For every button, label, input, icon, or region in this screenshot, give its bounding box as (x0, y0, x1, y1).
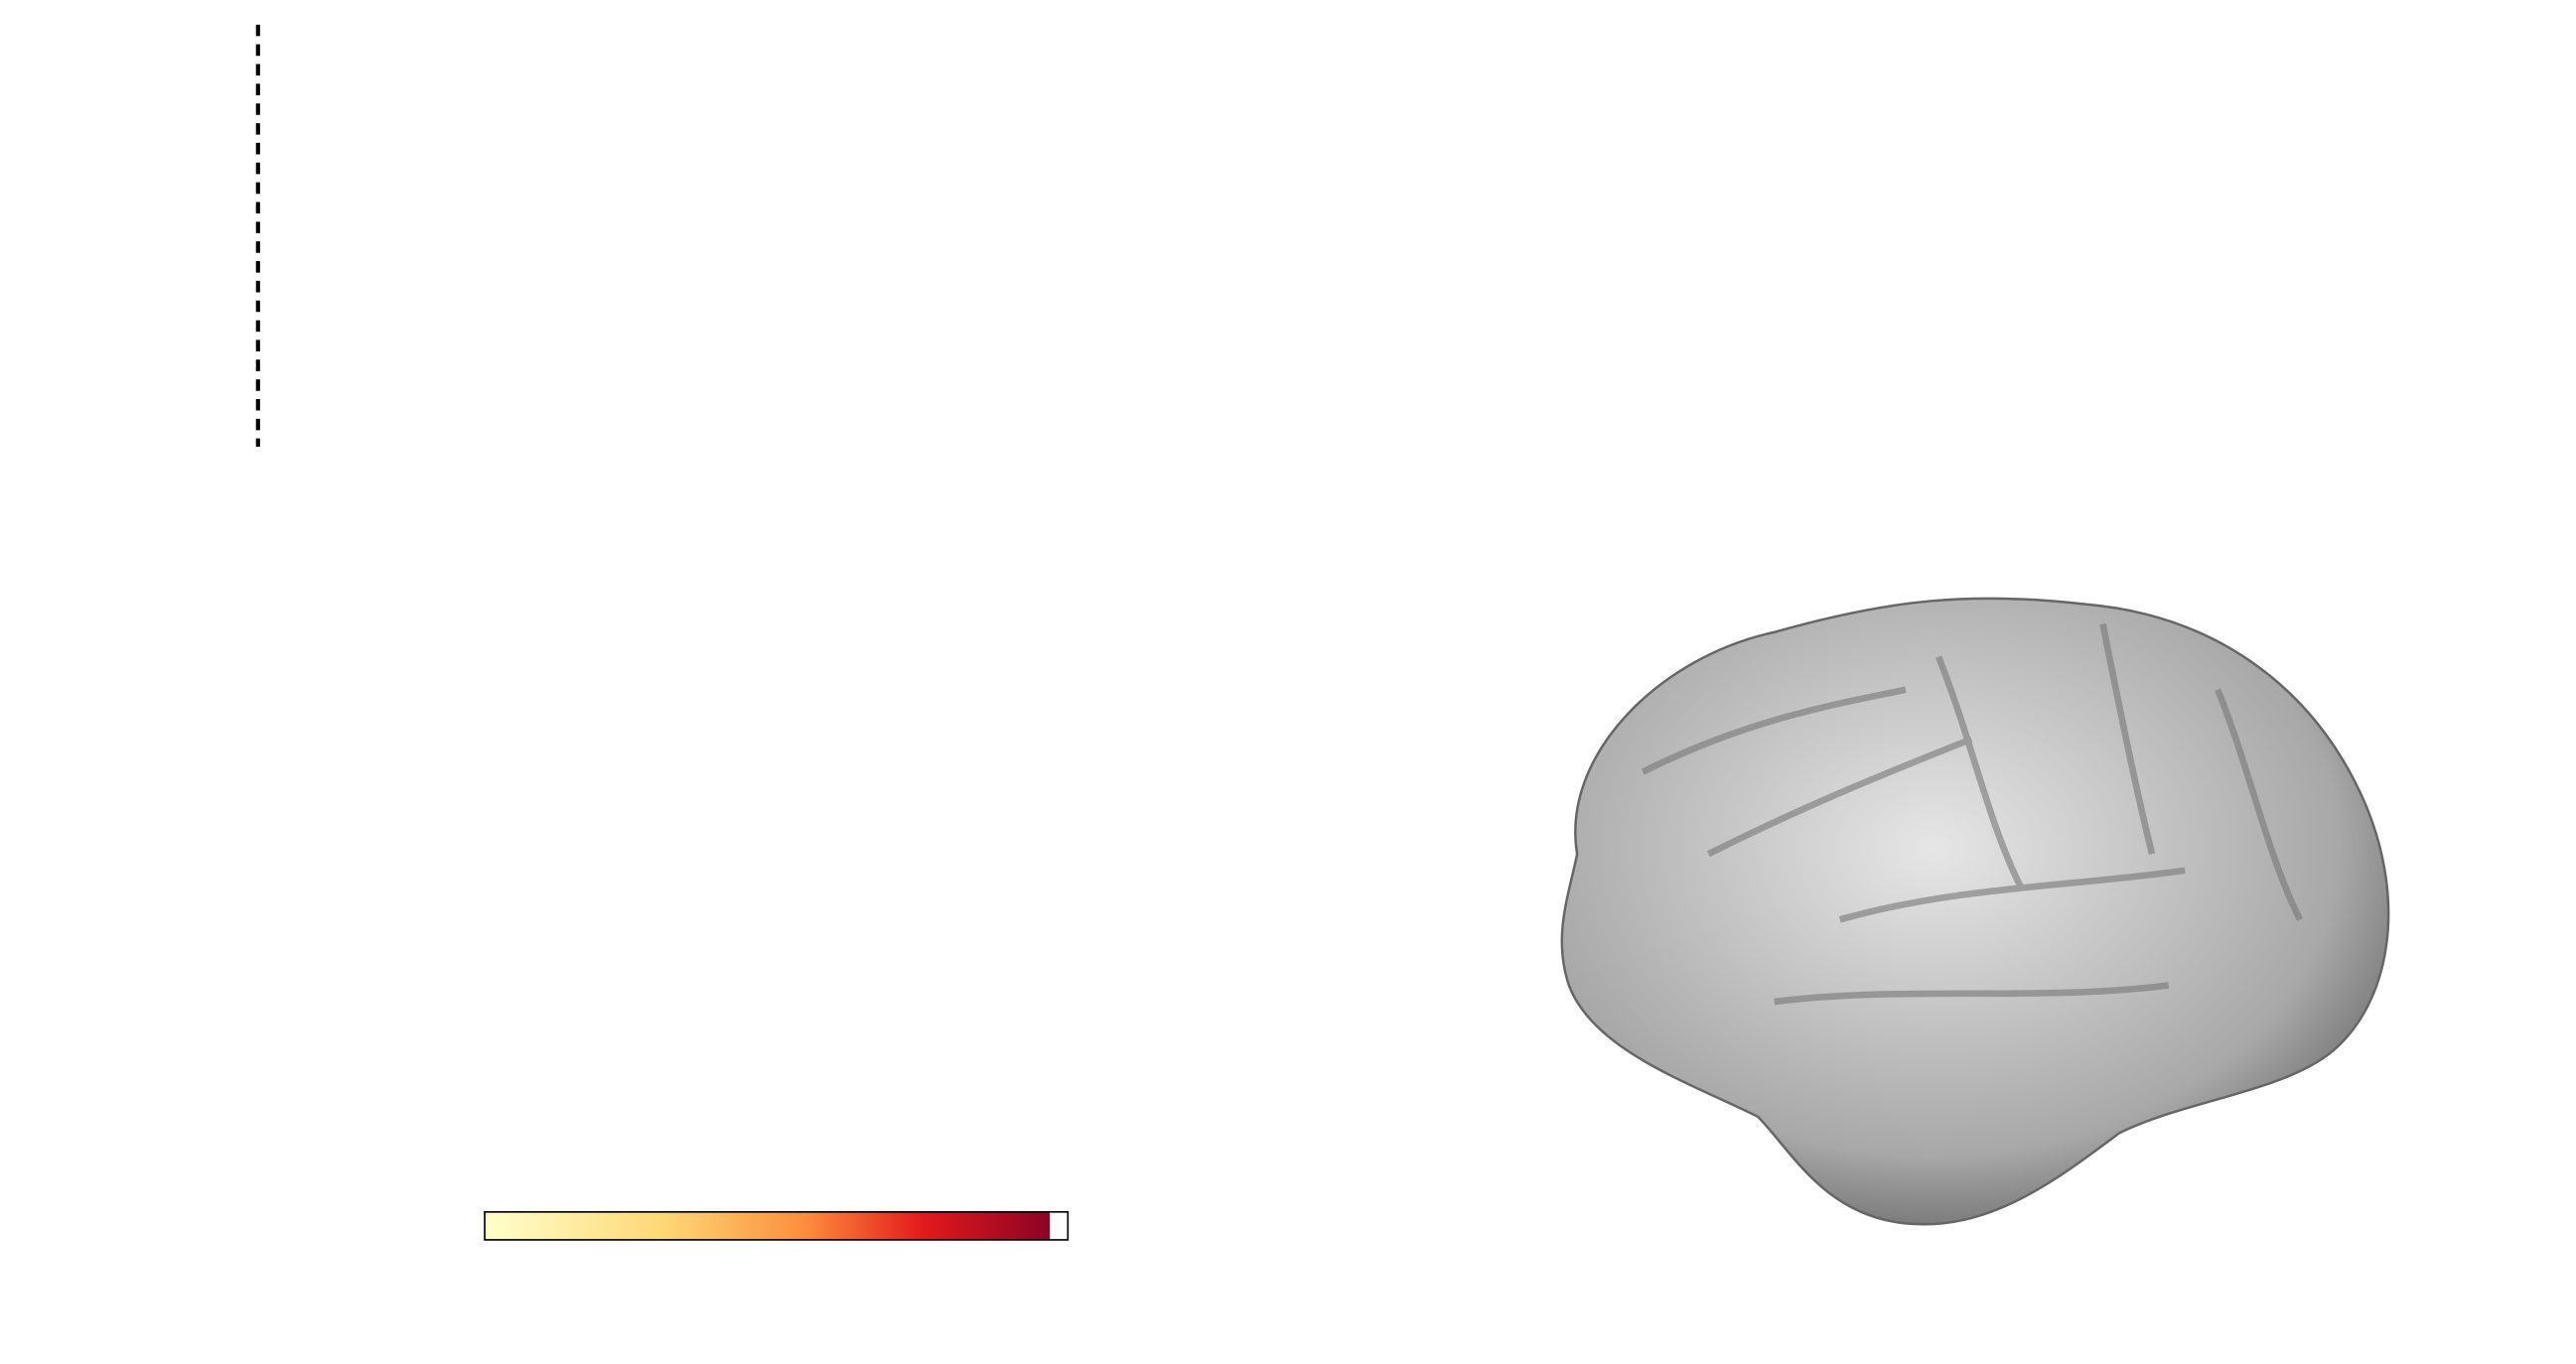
colorbar (484, 1210, 1070, 1241)
colorbar-end (1050, 1212, 1068, 1240)
brain (1560, 597, 2390, 1226)
